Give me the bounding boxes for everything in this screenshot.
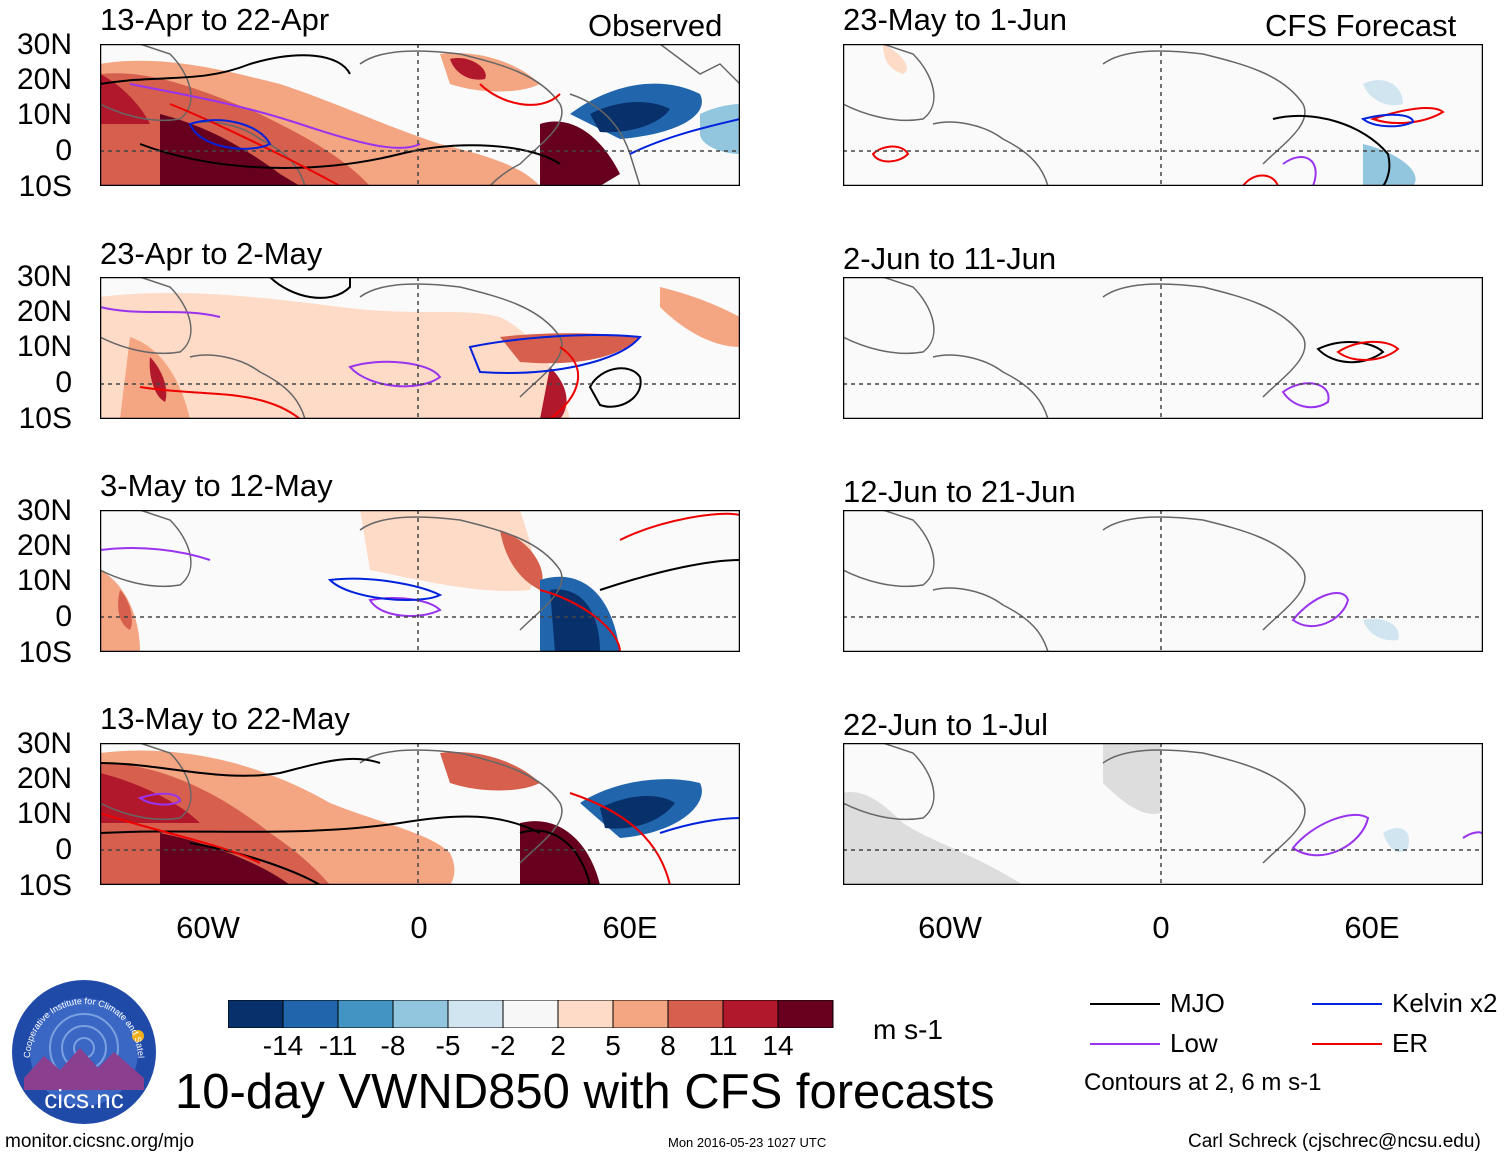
observed-map-2 (100, 277, 740, 419)
colorbar-tick: 11 (708, 1030, 738, 1061)
lat-label: 20N (16, 63, 72, 96)
lat-label: 10N (16, 564, 72, 597)
observed-panel-3-title: 3-May to 12-May (100, 468, 333, 503)
lat-label: 20N (16, 295, 72, 328)
forecast-panel-1-title: 23-May to 1-Jun (843, 2, 1067, 37)
colorbar-swatch (557, 1000, 614, 1028)
forecast-map-1 (843, 44, 1483, 186)
figure-title: 10-day VWND850 with CFS forecasts (175, 1065, 995, 1119)
forecast-map-4 (843, 743, 1483, 885)
footer-author: Carl Schreck (cjschrec@ncsu.edu) (1188, 1131, 1481, 1152)
logo-text: cics.nc (44, 1084, 123, 1114)
lat-label: 30N (16, 727, 72, 760)
colorbar-tick: -2 (490, 1030, 516, 1061)
colorbar-swatch (502, 1000, 559, 1028)
lat-label: 0 (55, 134, 72, 167)
colorbar-tick: -8 (380, 1030, 406, 1061)
colorbar (228, 1000, 834, 1028)
legend-label-low: Low (1170, 1028, 1218, 1058)
observed-panel-1-title: 13-Apr to 22-Apr (100, 2, 330, 37)
legend-swatch-er (1312, 1043, 1382, 1045)
lat-label: 10N (16, 98, 72, 131)
lat-label: 10S (18, 636, 72, 669)
lat-label: 0 (55, 366, 72, 399)
lat-label: 10N (16, 330, 72, 363)
legend-swatch-low (1090, 1043, 1160, 1045)
observed-label: Observed (588, 8, 723, 43)
lon-label-right-0: 0 (1152, 910, 1170, 945)
lon-label-left-60w: 60W (176, 910, 240, 945)
lat-label: 10S (18, 402, 72, 435)
lon-label-left-0: 0 (410, 910, 428, 945)
forecast-panel-4-title: 22-Jun to 1-Jul (843, 707, 1049, 742)
lat-label: 0 (55, 600, 72, 633)
colorbar-swatch (228, 1000, 284, 1028)
colorbar-swatch (447, 1000, 504, 1028)
colorbar-tick: -5 (435, 1030, 461, 1061)
observed-panel-4-title: 13-May to 22-May (100, 701, 350, 736)
lat-label: 20N (16, 762, 72, 795)
lat-label: 0 (55, 833, 72, 866)
lat-label: 20N (16, 529, 72, 562)
forecast-panel-3-title: 12-Jun to 21-Jun (843, 474, 1076, 509)
colorbar-swatch (667, 1000, 724, 1028)
colorbar-swatch (612, 1000, 669, 1028)
legend-swatch-mjo (1090, 1003, 1160, 1005)
lon-label-left-60e: 60E (602, 910, 658, 945)
forecast-map-2 (843, 277, 1483, 419)
colorbar-swatch (392, 1000, 449, 1028)
colorbar-swatch (337, 1000, 394, 1028)
lat-label: 30N (16, 28, 72, 61)
lat-label: 10S (18, 170, 72, 203)
colorbar-swatch (722, 1000, 779, 1028)
colorbar-tick: 14 (762, 1030, 794, 1061)
lat-label: 30N (16, 260, 72, 293)
colorbar-tick: -11 (318, 1030, 358, 1061)
forecast-map-3 (843, 510, 1483, 652)
legend-contours-note: Contours at 2, 6 m s-1 (1084, 1069, 1322, 1096)
colorbar-tick: -14 (262, 1030, 304, 1061)
cics-logo: Cooperative Institute for Climate and Sa… (10, 978, 156, 1124)
legend-swatch-kelvin (1312, 1003, 1382, 1005)
footer-url: monitor.cicsnc.org/mjo (5, 1131, 195, 1152)
observed-map-1 (100, 44, 740, 186)
lat-label: 30N (16, 494, 72, 527)
lon-label-right-60e: 60E (1344, 910, 1400, 945)
colorbar-swatch (282, 1000, 339, 1028)
observed-panel-2-title: 23-Apr to 2-May (100, 236, 323, 271)
legend-label-mjo: MJO (1170, 988, 1225, 1018)
lat-label: 10N (16, 797, 72, 830)
colorbar-swatch (777, 1000, 834, 1028)
lat-label: 10S (18, 869, 72, 902)
lon-label-right-60w: 60W (918, 910, 982, 945)
colorbar-units: m s-1 (873, 1014, 943, 1045)
legend-label-kelvin: Kelvin x2 (1392, 988, 1498, 1018)
legend-label-er: ER (1392, 1028, 1429, 1058)
observed-map-4 (100, 743, 740, 885)
observed-map-3 (100, 510, 740, 652)
forecast-panel-2-title: 2-Jun to 11-Jun (843, 241, 1057, 276)
colorbar-tick: 5 (605, 1030, 621, 1061)
colorbar-tick: 2 (550, 1030, 566, 1061)
forecast-label: CFS Forecast (1265, 8, 1457, 43)
footer-timestamp: Mon 2016-05-23 1027 UTC (668, 1135, 827, 1150)
colorbar-tick: 8 (660, 1030, 676, 1061)
